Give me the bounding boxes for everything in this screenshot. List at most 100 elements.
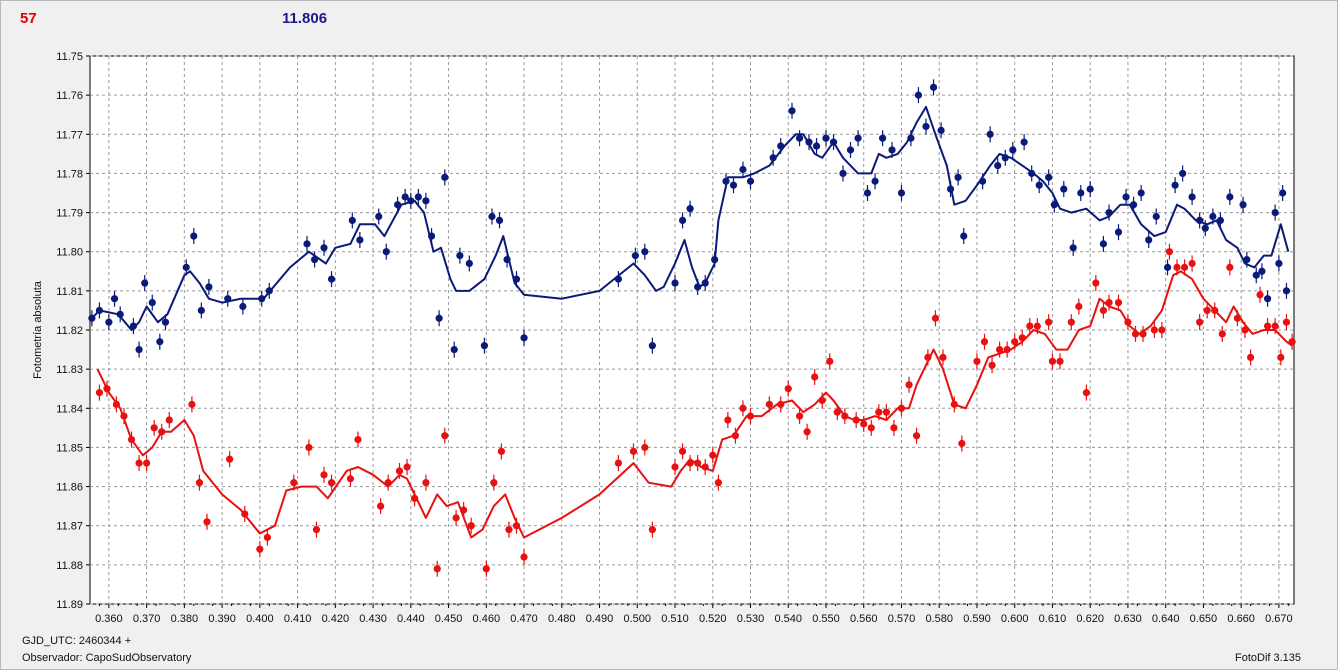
data-point-series-2 [256, 541, 264, 558]
data-point-series-1 [769, 149, 777, 166]
data-point-series-2 [803, 423, 811, 440]
data-point-series-1 [1275, 255, 1283, 272]
point-marker [1020, 138, 1028, 146]
data-point-series-1 [1171, 177, 1179, 194]
data-point-series-1 [258, 290, 266, 307]
point-marker [852, 416, 860, 424]
data-point-series-2 [165, 412, 173, 429]
data-point-series-2 [1256, 286, 1264, 303]
point-marker [1060, 185, 1068, 193]
data-point-series-2 [263, 529, 271, 546]
point-marker [701, 463, 709, 471]
point-marker [988, 361, 996, 369]
point-marker [937, 126, 945, 134]
data-point-series-2 [973, 353, 981, 370]
data-point-series-2 [203, 513, 211, 530]
x-tick-label: 0.420 [322, 613, 350, 625]
point-marker [161, 318, 170, 326]
data-point-series-1 [914, 87, 923, 104]
point-marker [182, 263, 190, 271]
y-tick-label: 11.82 [56, 325, 83, 337]
point-marker [460, 506, 468, 514]
data-point-series-1 [1196, 212, 1204, 229]
data-point-series-2 [1124, 314, 1132, 331]
point-marker [265, 287, 273, 295]
data-point-series-1 [711, 251, 719, 268]
data-point-series-2 [671, 459, 679, 475]
x-tick-label: 0.640 [1152, 613, 1180, 625]
point-marker [110, 295, 119, 303]
x-tick-label: 0.470 [510, 613, 538, 625]
data-point-series-2 [1048, 353, 1057, 370]
x-tick-label: 0.550 [812, 613, 840, 625]
point-marker [641, 248, 649, 256]
data-point-series-1 [520, 329, 528, 346]
data-point-series-2 [818, 392, 826, 409]
data-point-series-1 [414, 188, 422, 205]
data-point-series-2 [1203, 302, 1211, 319]
point-marker [671, 463, 679, 471]
x-tick-label: 0.410 [284, 613, 312, 625]
point-marker [812, 142, 821, 150]
data-point-series-2 [1092, 275, 1100, 292]
data-point-series-2 [1180, 259, 1189, 276]
x-tick-label: 0.440 [397, 613, 425, 625]
point-marker [401, 193, 409, 201]
data-point-series-2 [1233, 310, 1241, 327]
point-marker [863, 189, 872, 197]
data-point-series-2 [833, 404, 841, 421]
point-marker [939, 353, 947, 361]
data-point-series-2 [497, 443, 505, 460]
data-point-series-1 [480, 337, 489, 354]
point-marker [414, 193, 422, 201]
point-marker [724, 416, 732, 424]
data-point-series-2 [135, 455, 143, 472]
data-point-series-1 [812, 138, 821, 155]
point-marker [320, 471, 328, 479]
x-tick-label: 0.570 [888, 613, 916, 625]
data-point-series-1 [788, 102, 796, 119]
data-point-series-2 [467, 517, 475, 534]
y-tick-label: 11.79 [56, 208, 83, 220]
point-marker [1092, 279, 1100, 287]
point-marker [224, 295, 232, 303]
data-point-series-1 [465, 255, 473, 272]
point-marker [1145, 236, 1153, 244]
data-point-series-1 [879, 130, 887, 147]
point-marker [701, 279, 709, 287]
point-marker [382, 248, 390, 256]
point-marker [811, 373, 819, 381]
data-point-series-2 [724, 412, 732, 429]
data-point-series-1 [678, 212, 687, 229]
data-point-series-1 [129, 318, 138, 335]
data-point-series-2 [996, 341, 1004, 358]
data-point-series-2 [765, 396, 773, 413]
data-point-series-2 [1173, 259, 1181, 276]
point-marker [226, 455, 234, 463]
data-point-series-1 [197, 302, 205, 319]
data-point-series-1 [1099, 235, 1107, 252]
observer-label: Observador: CapoSudObservatory [22, 652, 192, 664]
point-marker [1233, 314, 1241, 322]
point-marker [1165, 248, 1174, 256]
data-point-series-1 [265, 282, 273, 299]
point-marker [467, 522, 475, 530]
data-point-series-1 [1252, 267, 1260, 284]
point-marker [678, 216, 687, 224]
data-point-series-2 [905, 376, 913, 393]
point-marker [1246, 353, 1255, 361]
data-point-series-2 [867, 419, 875, 436]
data-point-series-2 [354, 431, 362, 448]
point-marker [148, 299, 156, 307]
point-marker [1137, 189, 1145, 197]
y-axis-label: Fotometría absoluta [32, 280, 44, 379]
point-marker [860, 420, 868, 428]
data-point-series-2 [1003, 341, 1011, 358]
point-marker [410, 494, 419, 502]
data-point-series-1 [205, 278, 213, 295]
data-point-series-2 [739, 400, 747, 417]
point-marker [135, 459, 143, 467]
data-point-series-1 [1129, 196, 1138, 213]
point-marker [95, 389, 104, 397]
data-point-series-1 [450, 341, 458, 358]
